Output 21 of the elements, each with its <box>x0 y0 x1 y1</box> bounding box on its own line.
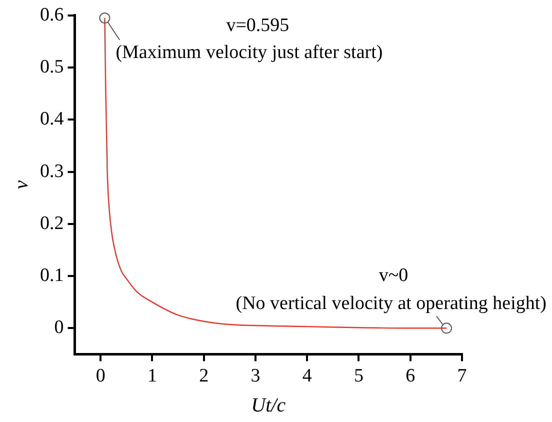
y-axis-title: v <box>10 180 32 190</box>
annotation: v=0.595 <box>226 14 290 36</box>
annotation: v~0 <box>378 265 408 286</box>
y-tick-label: 0.6 <box>40 4 64 26</box>
y-tick-label: 0 <box>54 317 64 338</box>
x-tick-label: 4 <box>302 366 312 387</box>
y-tick-label: 0.4 <box>40 108 64 130</box>
y-tick-label: 0.2 <box>40 212 64 234</box>
y-tick-label: 0.3 <box>40 160 64 182</box>
x-tick-label: 1 <box>147 366 157 387</box>
x-axis-title: Ut/c <box>251 394 286 416</box>
x-tick-label: 2 <box>199 366 209 387</box>
x-tick-label: 6 <box>406 366 416 387</box>
x-tick-label: 7 <box>457 366 467 387</box>
x-tick-label: 0 <box>96 366 106 387</box>
x-tick-label: 5 <box>354 366 364 387</box>
annotation: (Maximum velocity just after start) <box>116 42 383 63</box>
x-tick-label: 3 <box>250 366 260 387</box>
y-tick-label: 0.5 <box>40 56 64 78</box>
annotation: (No vertical velocity at operating height) <box>236 293 547 314</box>
y-tick-label: 0.1 <box>40 265 64 286</box>
